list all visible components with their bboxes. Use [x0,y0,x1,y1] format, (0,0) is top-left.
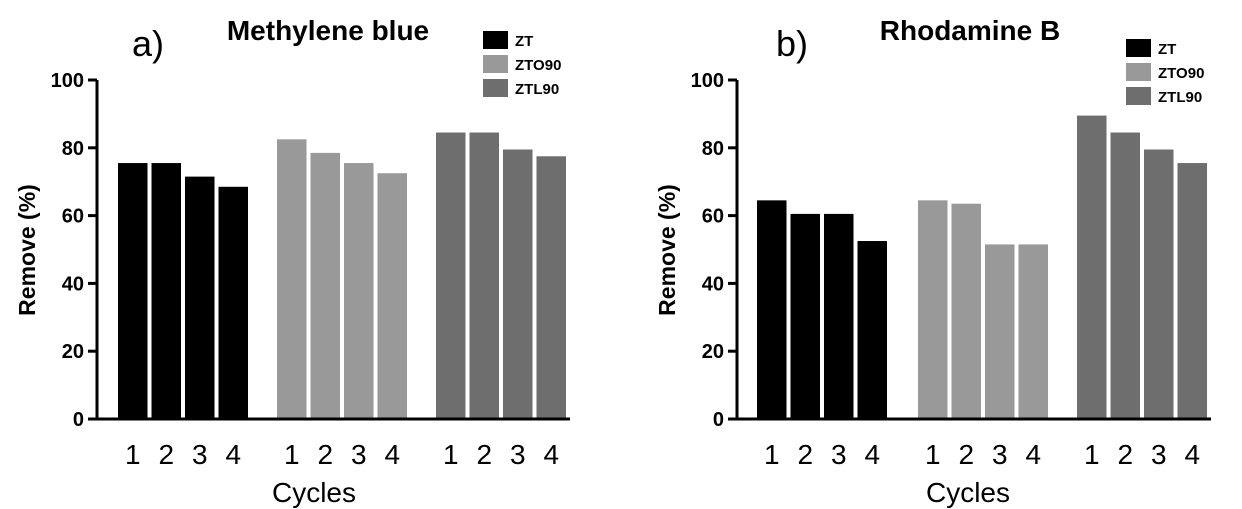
legend-swatch-ztl90 [483,79,508,97]
x-tick-label: 1 [443,439,459,470]
bar-zto90-cycle-3 [344,163,374,419]
x-tick-label: 3 [351,439,367,470]
legend-swatch-zto90 [483,55,508,73]
bar-ztl90-cycle-4 [1177,163,1207,419]
bar-zto90-cycle-2 [310,152,340,419]
chart-title: Methylene blue [227,15,429,46]
bar-zt-cycle-4 [218,186,248,419]
x-tick-label: 4 [1184,439,1200,470]
y-axis-label: Remove (%) [654,184,680,316]
x-tick-label: 1 [125,439,141,470]
x-tick-label: 4 [543,439,559,470]
x-tick-label: 1 [284,439,300,470]
bar-zt-cycle-1 [118,163,148,419]
y-tick-label: 80 [702,138,724,160]
y-tick-label: 0 [713,409,724,431]
x-tick-label: 1 [1084,439,1100,470]
bar-zt-cycle-2 [151,163,181,419]
bar-zto90-cycle-1 [277,139,307,419]
y-tick-label: 40 [702,273,724,295]
bar-zto90-cycle-2 [951,203,981,419]
bar-ztl90-cycle-2 [1110,132,1140,420]
legend-label-zt: ZT [515,33,533,50]
y-tick-label: 100 [691,70,724,92]
bar-zto90-cycle-4 [377,173,407,419]
x-tick-label: 4 [1025,439,1041,470]
bar-ztl90-cycle-3 [503,149,533,419]
y-tick-label: 60 [702,206,724,228]
x-tick-label: 2 [476,439,492,470]
x-tick-label: 1 [764,439,780,470]
x-tick-label: 3 [1151,439,1167,470]
y-tick-label: 60 [62,206,84,228]
x-axis-label: Cycles [926,477,1010,508]
x-tick-label: 2 [797,439,813,470]
legend-label-ztl90: ZTL90 [1158,89,1202,106]
legend-swatch-zto90 [1126,63,1151,81]
y-tick-label: 0 [73,409,84,431]
y-tick-label: 80 [62,138,84,160]
bar-zt-cycle-3 [824,213,854,419]
bar-zto90-cycle-3 [985,244,1015,419]
legend-label-zto90: ZTO90 [1158,65,1204,82]
x-tick-label: 2 [158,439,174,470]
legend-swatch-zt [483,31,508,49]
panel-label: b) [776,23,808,64]
x-tick-label: 3 [992,439,1008,470]
x-tick-label: 4 [864,439,880,470]
panel-label: a) [132,23,164,64]
legend-label-zt: ZT [1158,41,1176,58]
x-tick-label: 3 [192,439,208,470]
y-tick-label: 20 [702,341,724,363]
bar-ztl90-cycle-1 [436,132,466,420]
x-tick-label: 3 [510,439,526,470]
legend-label-zto90: ZTO90 [515,57,561,74]
bar-zt-cycle-4 [857,241,887,419]
bar-ztl90-cycle-1 [1077,115,1107,419]
x-tick-label: 3 [831,439,847,470]
x-tick-label: 4 [384,439,400,470]
x-tick-label: 2 [958,439,974,470]
x-tick-label: 1 [925,439,941,470]
legend-swatch-ztl90 [1126,87,1151,105]
y-axis-label: Remove (%) [14,184,40,316]
bar-ztl90-cycle-4 [536,156,566,419]
chart-title: Rhodamine B [880,15,1060,46]
x-axis-label: Cycles [272,477,356,508]
y-tick-label: 40 [62,273,84,295]
bar-zt-cycle-3 [185,176,215,419]
legend-label-ztl90: ZTL90 [515,81,559,98]
y-tick-label: 100 [51,70,84,92]
x-tick-label: 2 [317,439,333,470]
y-tick-label: 20 [62,341,84,363]
bar-zt-cycle-1 [757,200,787,419]
legend: ZT ZTO90 ZTL90 [1126,39,1204,106]
bar-zto90-cycle-1 [918,200,948,419]
bar-zto90-cycle-4 [1018,244,1048,419]
bar-ztl90-cycle-3 [1144,149,1174,419]
legend-swatch-zt [1126,39,1151,57]
bar-ztl90-cycle-2 [469,132,499,420]
bar-zt-cycle-2 [790,213,820,419]
legend: ZT ZTO90 ZTL90 [483,31,561,98]
x-tick-label: 2 [1117,439,1133,470]
x-tick-label: 4 [225,439,241,470]
